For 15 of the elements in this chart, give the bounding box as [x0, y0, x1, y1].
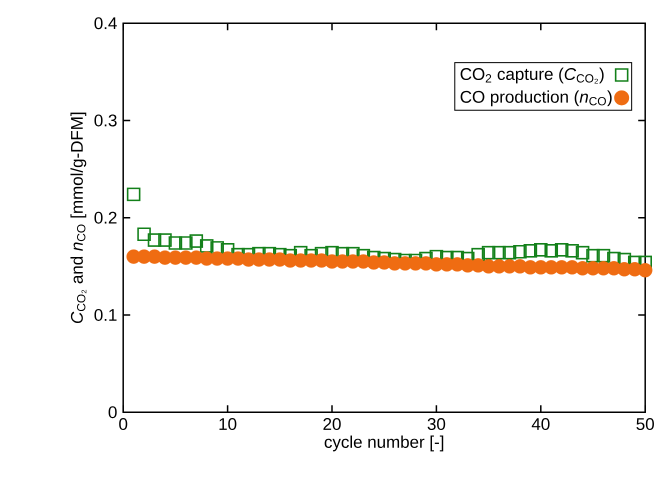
x-axis-title: cycle number [-]	[324, 436, 444, 452]
y-tick-label: 0.3	[94, 114, 117, 126]
x-tick-label: 40	[532, 418, 550, 430]
x-tick-label: 20	[323, 418, 341, 430]
legend-label: CO production (n$_{CO}$)	[460, 90, 612, 106]
y-tick-label: 0.4	[94, 17, 117, 30]
x-tick-label: 30	[428, 418, 446, 430]
x-tick-label: 50	[636, 418, 654, 430]
legend-label: CO$_{2}$ capture (C$_{CO₂}$)	[460, 68, 604, 84]
y-tick-label: 0	[108, 406, 117, 418]
y-tick-label: 0.1	[94, 308, 117, 321]
y-axis-title: C$_{CO₂}$ and n$_{CO}$ [mmol/g-DFM]	[70, 112, 86, 324]
x-tick-label: 10	[219, 418, 236, 430]
x-tick-label: 0	[119, 418, 128, 430]
y-tick-label: 0.2	[94, 212, 116, 224]
